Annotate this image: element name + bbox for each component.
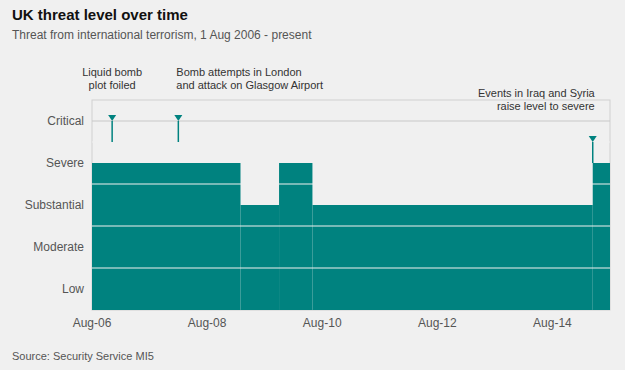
x-tick-label: Aug-10	[303, 316, 342, 330]
source: Source: Security Service MI5	[12, 350, 154, 362]
y-tick-label: Moderate	[33, 240, 84, 254]
level-segment	[593, 163, 610, 310]
annotation: Liquid bombplot foiled	[82, 66, 142, 91]
y-tick-label: Critical	[47, 114, 84, 128]
annotation: Events in Iraq and Syriaraise level to s…	[478, 87, 596, 112]
annotation-line	[592, 142, 594, 163]
level-divider	[92, 141, 610, 142]
annotation: Bomb attempts in Londonand attack on Gla…	[176, 66, 323, 91]
x-tick-label: Aug-14	[533, 316, 572, 330]
grid-line	[92, 121, 610, 122]
annotation-marker	[108, 115, 116, 121]
plot-frame	[92, 100, 610, 310]
level-segment	[92, 163, 240, 310]
title: UK threat level over time	[12, 6, 188, 23]
y-tick-label: Low	[62, 282, 84, 296]
annotation-marker	[174, 115, 182, 121]
subtitle: Threat from international terrorism, 1 A…	[12, 28, 312, 42]
level-divider	[92, 225, 610, 226]
x-tick-label: Aug-08	[188, 316, 227, 330]
level-divider	[92, 183, 610, 184]
annotation-line	[111, 121, 113, 142]
x-tick-label: Aug-06	[73, 316, 112, 330]
annotation-marker	[589, 136, 597, 142]
level-divider	[92, 267, 610, 268]
y-tick-label: Substantial	[25, 198, 84, 212]
level-segment	[279, 163, 312, 310]
x-tick-label: Aug-12	[418, 316, 457, 330]
level-segment	[240, 205, 279, 310]
annotation-line	[178, 121, 180, 142]
level-segment	[312, 205, 592, 310]
chart: UK threat level over time Threat from int…	[0, 0, 625, 370]
plot-area	[92, 142, 610, 310]
y-tick-label: Severe	[46, 156, 84, 170]
